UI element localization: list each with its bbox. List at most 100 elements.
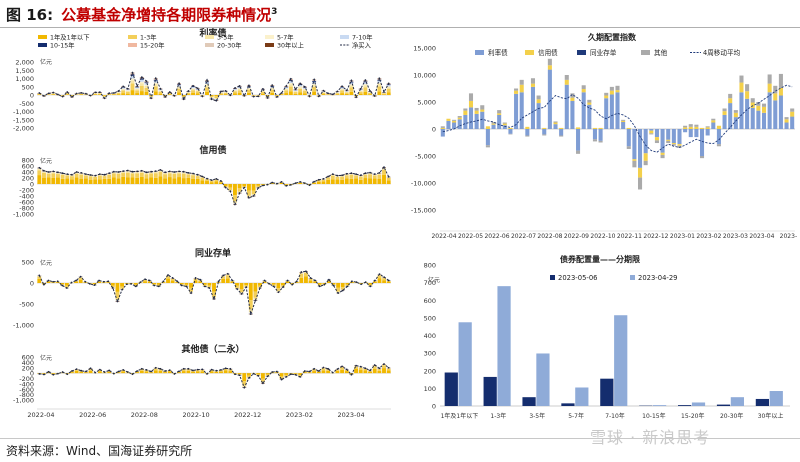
bar-seg [214, 371, 219, 374]
bar-seg [200, 371, 205, 374]
net-point [71, 96, 73, 98]
mat-bar [614, 315, 628, 406]
bar-seg [265, 374, 270, 376]
mat-xtick-7: 20-30年 [720, 412, 743, 420]
dur-bar-seg [592, 139, 597, 142]
dur-bar-seg [598, 129, 603, 141]
bar-seg [191, 90, 195, 93]
dur-bar-seg [542, 134, 547, 136]
ytick-3-0: 600 [22, 354, 34, 362]
panel-title-1: 信用债 [199, 144, 226, 156]
bar-seg [377, 173, 382, 175]
net-point [75, 92, 78, 95]
mat-bar [536, 353, 550, 406]
bar-seg [125, 89, 130, 91]
bar-seg [51, 282, 56, 283]
net-point [89, 94, 92, 97]
net-point [167, 274, 169, 276]
bar-seg [116, 178, 121, 184]
bar-seg [60, 173, 65, 175]
bar-seg [51, 93, 56, 95]
net-point [173, 94, 176, 97]
bar-seg [93, 176, 98, 180]
bar-seg [326, 177, 331, 180]
net-point [80, 91, 83, 94]
bar-seg [284, 88, 289, 90]
dur-bar-seg [626, 146, 631, 149]
mat-bar [678, 405, 692, 406]
dur-bar-seg [666, 139, 671, 141]
bar-seg [294, 282, 299, 283]
dur-bar-seg [609, 90, 614, 95]
dur-bar-seg [581, 85, 586, 90]
bar-seg [158, 90, 163, 91]
net-point [268, 282, 271, 285]
net-point [52, 170, 55, 173]
bar-seg [228, 184, 233, 188]
net-point [153, 284, 156, 287]
legend-swatch-3 [265, 35, 274, 39]
net-point [249, 313, 252, 315]
dur-bar-seg [621, 121, 626, 129]
net-point [387, 366, 390, 369]
bar-seg [363, 370, 368, 374]
bar-seg [139, 79, 144, 82]
bar-seg [153, 173, 158, 178]
bar-seg [121, 89, 126, 91]
net-point [122, 170, 125, 173]
bar-seg [97, 174, 102, 176]
bar-seg [156, 284, 161, 286]
bar-seg [293, 91, 298, 93]
bar-seg [349, 82, 354, 85]
net-point [187, 172, 190, 174]
dur-bar-seg [784, 117, 789, 120]
dur-legend-label-1: 信用债 [538, 48, 558, 57]
legend-label-5: 10-15年 [50, 41, 75, 50]
bar-seg [139, 369, 144, 371]
bar-seg [372, 178, 377, 184]
bar-seg [195, 176, 200, 179]
net-point [364, 79, 367, 82]
net-point [206, 177, 208, 180]
dur-bar-seg [547, 69, 552, 129]
net-point [66, 91, 69, 93]
dur-bar-seg [756, 110, 761, 129]
bar-seg [298, 88, 303, 93]
dur-bar-seg [468, 107, 474, 129]
net-point [108, 172, 111, 175]
bar-seg [349, 282, 354, 283]
net-point [387, 279, 390, 282]
bar-seg [298, 86, 303, 88]
bar-seg [153, 370, 158, 374]
bar-seg [110, 285, 115, 288]
dur-bar-seg [615, 90, 620, 93]
net-point [217, 280, 220, 283]
net-point [61, 284, 64, 287]
net-point [229, 190, 232, 193]
bar-seg [121, 87, 126, 89]
net-point [289, 373, 292, 376]
bar-seg [200, 177, 205, 181]
dur-bar-seg [722, 108, 727, 112]
net-point [383, 276, 386, 279]
dur-bar-seg [604, 92, 609, 96]
bar-seg [102, 95, 107, 96]
bar-seg [121, 371, 126, 374]
bar-seg [214, 181, 219, 184]
bar-seg [260, 91, 265, 94]
bar-seg [135, 172, 140, 174]
bar-seg [139, 172, 144, 177]
net-point [176, 280, 179, 283]
bar-seg [230, 281, 235, 283]
net-point [130, 282, 133, 285]
dur-bar-seg [615, 92, 620, 129]
dur-bar-seg [474, 107, 479, 111]
bar-seg [79, 178, 84, 184]
bar-seg [198, 281, 203, 283]
bar-seg [97, 179, 102, 184]
bar-seg [158, 89, 163, 91]
net-point [317, 178, 320, 181]
net-point [226, 272, 229, 275]
net-point [208, 287, 211, 289]
bar-seg [143, 279, 147, 282]
